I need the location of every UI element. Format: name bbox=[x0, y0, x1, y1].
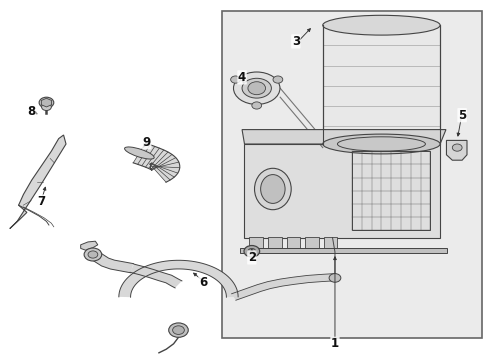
Circle shape bbox=[272, 76, 282, 83]
Text: 4: 4 bbox=[238, 71, 245, 84]
Circle shape bbox=[451, 144, 461, 151]
Text: 3: 3 bbox=[291, 35, 299, 48]
Bar bbox=[286, 237, 300, 250]
Polygon shape bbox=[446, 140, 466, 160]
Text: 7: 7 bbox=[38, 195, 45, 208]
Text: 9: 9 bbox=[142, 136, 150, 149]
Ellipse shape bbox=[322, 15, 439, 35]
Bar bbox=[351, 151, 429, 230]
Polygon shape bbox=[41, 98, 51, 107]
Circle shape bbox=[230, 76, 240, 83]
Polygon shape bbox=[119, 260, 238, 297]
Circle shape bbox=[41, 103, 51, 111]
Text: 1: 1 bbox=[330, 337, 338, 350]
Text: 8: 8 bbox=[28, 105, 36, 118]
Polygon shape bbox=[10, 135, 66, 229]
Ellipse shape bbox=[322, 134, 439, 154]
Circle shape bbox=[84, 248, 102, 261]
Circle shape bbox=[172, 326, 184, 334]
Polygon shape bbox=[87, 250, 133, 273]
Ellipse shape bbox=[254, 168, 290, 210]
Ellipse shape bbox=[124, 147, 154, 159]
Circle shape bbox=[247, 248, 255, 254]
Circle shape bbox=[328, 274, 340, 282]
Polygon shape bbox=[130, 264, 182, 288]
Polygon shape bbox=[231, 274, 335, 300]
Circle shape bbox=[88, 251, 98, 258]
Circle shape bbox=[251, 102, 261, 109]
Circle shape bbox=[247, 82, 265, 95]
Polygon shape bbox=[81, 241, 98, 250]
Bar bbox=[323, 237, 337, 250]
Ellipse shape bbox=[260, 175, 285, 203]
Ellipse shape bbox=[233, 72, 279, 104]
Polygon shape bbox=[244, 144, 439, 238]
Text: 2: 2 bbox=[247, 251, 255, 264]
Bar bbox=[249, 237, 263, 250]
Bar bbox=[305, 237, 318, 250]
Bar bbox=[222, 11, 481, 338]
Bar bbox=[239, 248, 447, 253]
Circle shape bbox=[244, 246, 259, 257]
Polygon shape bbox=[242, 130, 445, 144]
Polygon shape bbox=[133, 143, 180, 182]
Bar bbox=[267, 237, 281, 250]
Text: 6: 6 bbox=[199, 276, 206, 289]
Circle shape bbox=[168, 323, 188, 337]
Text: 5: 5 bbox=[457, 109, 465, 122]
Bar bbox=[322, 25, 439, 144]
Ellipse shape bbox=[242, 78, 271, 98]
Circle shape bbox=[39, 97, 54, 108]
